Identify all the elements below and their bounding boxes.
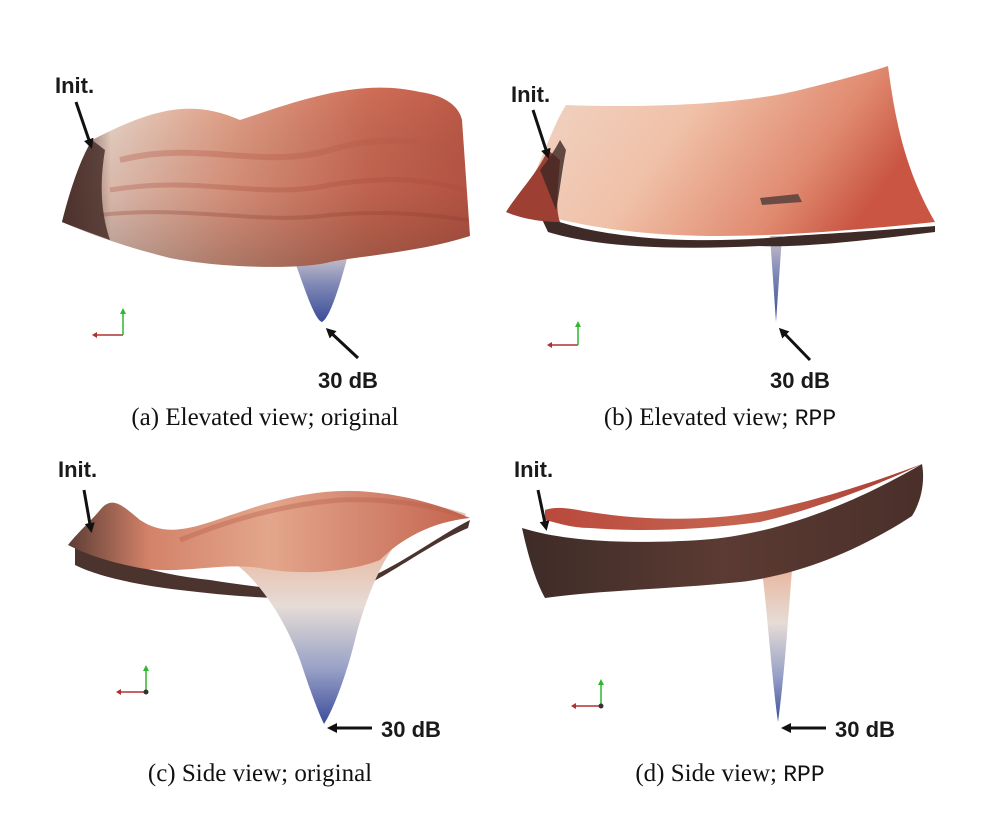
panel-b-surface [520,66,935,236]
panel-a-caption: (a) Elevated view; original [100,404,430,432]
panel-b-well [770,236,782,322]
panel-d-caption: (d) Side view; RPP [600,760,860,788]
panel-a-caption-method: original [320,404,399,431]
panel-a-init-label: Init. [55,73,94,98]
panel-c-plot: Init. 30 dB [58,457,470,742]
panel-c-well [230,543,395,724]
panel-b-caption-method: RPP [794,406,837,432]
panel-a-plot: Init. 30 dB [55,73,470,393]
panel-c-caption-prefix: (c) Side view; [147,760,295,787]
panel-d-surface [522,464,924,598]
panel-b-caption-prefix: (b) Elevated view; [603,404,795,431]
panel-a-well [295,255,348,322]
panel-b-caption: (b) Elevated view; RPP [570,404,870,432]
panel-a-caption-prefix: (a) Elevated view; [131,404,321,431]
panel-d-caption-prefix: (d) Side view; [635,760,784,787]
panel-c-caption: (c) Side view; original [115,760,405,788]
panel-d-plot: Init. 30 dB [514,457,924,742]
panel-b-plot: Init. 30 dB [506,66,935,393]
panel-c-surface [68,490,470,573]
panel-d-caption-method: RPP [783,762,825,788]
panel-d-depth-label: 30 dB [835,717,895,742]
panel-d-well [762,570,792,722]
panel-b-depth-label: 30 dB [770,368,830,393]
panel-d-init-label: Init. [514,457,553,482]
panel-c-caption-method: original [294,760,373,787]
panel-c-depth-label: 30 dB [381,717,441,742]
panel-a-depth-label: 30 dB [318,368,378,393]
panel-b-init-label: Init. [511,82,550,107]
panel-c-init-label: Init. [58,457,97,482]
